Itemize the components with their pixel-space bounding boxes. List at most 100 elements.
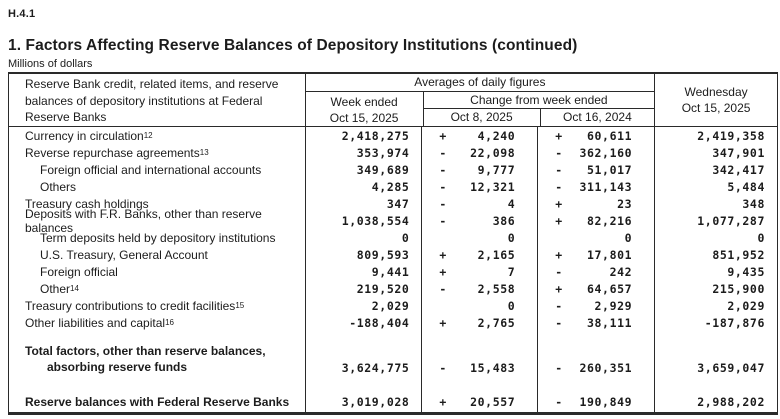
- row-label: Foreign official and international accou…: [40, 162, 262, 177]
- value-change-oct16: +23: [537, 195, 654, 212]
- value-change-oct16: -242: [537, 263, 654, 280]
- value-change-oct16: +82,216: [537, 212, 654, 229]
- row-label: Other 14: [40, 281, 79, 296]
- table-row: Treasury contributions to credit facilit…: [9, 297, 777, 314]
- value-wednesday: 2,988,202: [654, 391, 777, 412]
- value-change-oct16: 0: [537, 229, 654, 246]
- value-week-ended: 219,520: [304, 280, 422, 297]
- value-week-ended: 347: [304, 195, 422, 212]
- value-change-oct8: +7: [421, 263, 537, 280]
- total-factors-row: Total factors, other than reserve balanc…: [9, 341, 777, 377]
- row-label: Others: [40, 179, 77, 194]
- value-wednesday: 5,484: [654, 178, 777, 195]
- value-wednesday: -187,876: [654, 314, 777, 331]
- value-change-oct16: -311,143: [537, 178, 654, 195]
- stub-heading: Reserve Bank credit, related items, and …: [25, 77, 279, 124]
- value-change-oct8: -9,777: [421, 161, 537, 178]
- row-label: Currency in circulation 12: [25, 128, 153, 143]
- value-wednesday: 0: [654, 229, 777, 246]
- table-row: Other 14 219,520 -2,558 +64,657 215,900: [9, 280, 777, 297]
- change-oct16-heading: Oct 16, 2024: [539, 109, 655, 126]
- value-change-oct8: +4,240: [421, 127, 537, 144]
- change-heading: Change from week ended: [423, 92, 655, 109]
- reserve-balances-row: Reserve balances with Federal Reserve Ba…: [9, 391, 777, 412]
- value-change-oct8: +20,557: [421, 391, 537, 412]
- value-change-oct8: -15,483: [421, 341, 537, 377]
- value-change-oct8: -12,321: [421, 178, 537, 195]
- table-row: Other liabilities and capital 16 -188,404…: [9, 314, 777, 331]
- page-title: 1. Factors Affecting Reserve Balances of…: [8, 37, 578, 54]
- value-wednesday: 2,029: [654, 297, 777, 314]
- spacer-row: [9, 331, 777, 341]
- row-label: Deposits with F.R. Banks, other than res…: [25, 206, 262, 235]
- value-week-ended: 4,285: [304, 178, 422, 195]
- table-row: Foreign official 9,441 +7 -242 9,435: [9, 263, 777, 280]
- value-wednesday: 851,952: [654, 246, 777, 263]
- table-row: Others 4,285 -12,321 -311,143 5,484: [9, 178, 777, 195]
- value-wednesday: 342,417: [654, 161, 777, 178]
- row-label: Other liabilities and capital 16: [25, 315, 174, 330]
- spacer-row: [9, 377, 777, 391]
- value-week-ended: 809,593: [304, 246, 422, 263]
- value-wednesday: 215,900: [654, 280, 777, 297]
- value-change-oct8: 0: [421, 297, 537, 314]
- value-wednesday: 348: [654, 195, 777, 212]
- value-change-oct8: +2,765: [421, 314, 537, 331]
- value-week-ended: -188,404: [304, 314, 422, 331]
- value-change-oct16: -260,351: [537, 341, 654, 377]
- change-oct8-heading: Oct 8, 2025: [450, 110, 513, 124]
- value-week-ended: 9,441: [304, 263, 422, 280]
- value-change-oct16: +64,657: [537, 280, 654, 297]
- value-change-oct16: -2,929: [537, 297, 654, 314]
- value-change-oct8: -22,098: [421, 144, 537, 161]
- value-week-ended: 2,418,275: [304, 127, 422, 144]
- value-wednesday: 3,659,047: [654, 341, 777, 377]
- value-week-ended: 349,689: [304, 161, 422, 178]
- value-week-ended: 3,019,028: [304, 391, 422, 412]
- table-header: Reserve Bank credit, related items, and …: [9, 74, 777, 127]
- value-week-ended: 3,624,775: [304, 341, 422, 377]
- table-row: Term deposits held by depository institu…: [9, 229, 777, 246]
- value-change-oct16: -38,111: [537, 314, 654, 331]
- row-label: Reverse repurchase agreements 13: [25, 145, 209, 160]
- value-wednesday: 347,901: [654, 144, 777, 161]
- averages-heading: Averages of daily figures: [305, 74, 655, 92]
- row-label: Treasury contributions to credit facilit…: [25, 298, 245, 313]
- week-ended-heading: Week ended Oct 15, 2025: [329, 95, 399, 125]
- value-wednesday: 2,419,358: [654, 127, 777, 144]
- table-row: Treasury cash holdings 347 -4 +23 348: [9, 195, 777, 212]
- report-code: H.4.1: [8, 8, 36, 20]
- value-change-oct8: -386: [421, 212, 537, 229]
- value-week-ended: 353,974: [304, 144, 422, 161]
- value-change-oct8: -2,558: [421, 280, 537, 297]
- row-label: Treasury cash holdings: [25, 196, 149, 211]
- row-label: Foreign official: [40, 264, 118, 279]
- value-change-oct16: +60,611: [537, 127, 654, 144]
- value-change-oct16: -190,849: [537, 391, 654, 412]
- table-row: Foreign official and international accou…: [9, 161, 777, 178]
- table-row: U.S. Treasury, General Account 809,593 +…: [9, 246, 777, 263]
- value-wednesday: 1,077,287: [654, 212, 777, 229]
- value-change-oct8: +2,165: [421, 246, 537, 263]
- units-label: Millions of dollars: [8, 58, 93, 70]
- table-row: Currency in circulation 12 2,418,275 +4,2…: [9, 127, 777, 144]
- value-change-oct16: -362,160: [537, 144, 654, 161]
- row-label: U.S. Treasury, General Account: [40, 247, 208, 262]
- table-row: Deposits with F.R. Banks, other than res…: [9, 206, 777, 235]
- value-change-oct8: 0: [421, 229, 537, 246]
- row-label: Reserve balances with Federal Reserve Ba…: [25, 394, 290, 409]
- value-week-ended: 1,038,554: [304, 212, 422, 229]
- value-week-ended: 2,029: [304, 297, 422, 314]
- value-change-oct16: +17,801: [537, 246, 654, 263]
- wednesday-heading: Wednesday Oct 15, 2025: [654, 74, 777, 126]
- table-row: Reverse repurchase agreements 13 353,974 …: [9, 144, 777, 161]
- factors-table: Reserve Bank credit, related items, and …: [8, 72, 778, 415]
- value-wednesday: 9,435: [654, 263, 777, 280]
- value-change-oct16: -51,017: [537, 161, 654, 178]
- row-label: Term deposits held by depository institu…: [40, 230, 276, 245]
- change-column-group: Change from week ended Oct 8, 2025 Oct 1…: [422, 92, 655, 126]
- averages-column-group: Averages of daily figures Week ended Oct…: [304, 74, 655, 126]
- value-change-oct8: -4: [421, 195, 537, 212]
- value-week-ended: 0: [304, 229, 422, 246]
